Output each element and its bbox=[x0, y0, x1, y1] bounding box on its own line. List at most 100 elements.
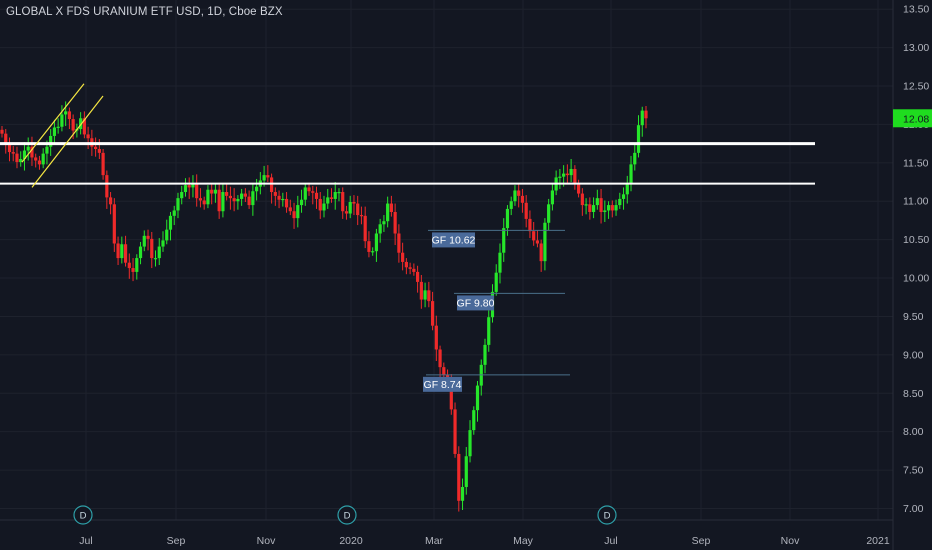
y-tick-label: 11.50 bbox=[903, 157, 929, 169]
candle bbox=[404, 258, 408, 275]
dividend-circle bbox=[337, 505, 357, 525]
candle bbox=[401, 242, 405, 271]
candle-body bbox=[344, 211, 349, 214]
candle bbox=[292, 202, 296, 229]
candle-body bbox=[483, 344, 487, 365]
candle-body bbox=[11, 152, 15, 154]
candle bbox=[438, 345, 442, 378]
candle bbox=[640, 106, 644, 137]
candle bbox=[198, 188, 203, 208]
candle bbox=[475, 380, 480, 422]
candle-body bbox=[138, 246, 143, 259]
candle-body bbox=[460, 486, 465, 501]
candle bbox=[606, 201, 611, 219]
candle bbox=[314, 186, 319, 209]
candle bbox=[105, 170, 109, 209]
y-tick-label: 12.50 bbox=[903, 81, 929, 93]
candle-body bbox=[393, 211, 397, 234]
dividend-marker[interactable]: D bbox=[73, 505, 93, 525]
candle-body bbox=[101, 152, 105, 176]
candle-body bbox=[633, 152, 637, 165]
candle-body bbox=[629, 164, 633, 184]
candle bbox=[633, 143, 637, 171]
candle bbox=[153, 250, 158, 267]
candle-body bbox=[565, 173, 569, 176]
candle bbox=[397, 224, 401, 263]
candle-body bbox=[41, 153, 45, 165]
candle bbox=[273, 187, 277, 206]
candle-body bbox=[277, 195, 281, 200]
x-tick-label: Nov bbox=[257, 535, 276, 547]
candle-body bbox=[142, 235, 146, 247]
candle-body bbox=[618, 198, 622, 206]
candle bbox=[221, 184, 225, 218]
candle-body bbox=[225, 192, 229, 196]
candle bbox=[374, 228, 379, 262]
candle bbox=[509, 196, 513, 216]
candle-body bbox=[131, 268, 135, 272]
dividend-circle bbox=[597, 505, 617, 525]
candle bbox=[457, 446, 461, 512]
candle-body bbox=[401, 252, 405, 262]
candle bbox=[240, 188, 244, 206]
candle bbox=[56, 118, 60, 134]
candle-body bbox=[487, 317, 491, 345]
candle-body bbox=[97, 149, 101, 153]
chart-title: GLOBAL X FDS URANIUM ETF USD, 1D, Cboe B… bbox=[6, 6, 283, 18]
candle-body bbox=[356, 203, 360, 216]
candle-body bbox=[228, 195, 232, 199]
candle-body bbox=[640, 110, 644, 126]
candle-body bbox=[337, 192, 341, 194]
candle-body bbox=[588, 204, 592, 212]
dividend-marker[interactable]: D bbox=[597, 505, 617, 525]
candle-body bbox=[30, 146, 34, 158]
candle bbox=[502, 218, 506, 262]
candle-body bbox=[243, 193, 247, 197]
candle-body bbox=[303, 187, 307, 200]
candle bbox=[614, 199, 618, 216]
candle-body bbox=[180, 192, 184, 199]
candle-body bbox=[382, 221, 386, 225]
x-tick-label: Jul bbox=[604, 535, 617, 547]
candle-body bbox=[468, 430, 472, 457]
candle-body bbox=[606, 205, 611, 211]
x-tick-label: Sep bbox=[167, 535, 186, 547]
candle bbox=[180, 185, 184, 205]
candle bbox=[210, 184, 214, 205]
last-price-badge bbox=[893, 109, 932, 128]
candle-body bbox=[457, 453, 461, 501]
candle-body bbox=[348, 202, 352, 214]
candle-body bbox=[333, 192, 337, 199]
candle bbox=[0, 125, 4, 138]
candle bbox=[588, 197, 592, 220]
candle-body bbox=[311, 191, 315, 193]
candle bbox=[348, 195, 352, 219]
candle-body bbox=[326, 197, 330, 204]
candle bbox=[228, 186, 232, 210]
candle bbox=[591, 197, 596, 219]
channel-line-lower bbox=[31, 95, 104, 188]
candle-body bbox=[206, 189, 210, 205]
y-tick-label: 7.50 bbox=[903, 465, 924, 477]
candle-body bbox=[262, 175, 266, 181]
candle-body bbox=[232, 198, 236, 202]
candle-body bbox=[56, 126, 60, 128]
candle-body bbox=[547, 204, 551, 223]
candle bbox=[183, 178, 188, 197]
candle-body bbox=[191, 183, 195, 188]
candle-body bbox=[595, 198, 599, 206]
dividend-marker[interactable]: D bbox=[337, 505, 357, 525]
candle bbox=[565, 164, 569, 184]
candle bbox=[79, 112, 83, 135]
candle-body bbox=[539, 243, 543, 262]
candle bbox=[337, 188, 341, 202]
y-tick-label: 8.00 bbox=[903, 426, 924, 438]
candle-body bbox=[176, 198, 180, 211]
candle bbox=[386, 196, 390, 228]
candle-body bbox=[281, 198, 285, 201]
candle-body bbox=[247, 196, 251, 206]
candle bbox=[464, 447, 468, 495]
candle-body bbox=[292, 211, 296, 219]
x-tick-label: Mar bbox=[425, 535, 444, 547]
